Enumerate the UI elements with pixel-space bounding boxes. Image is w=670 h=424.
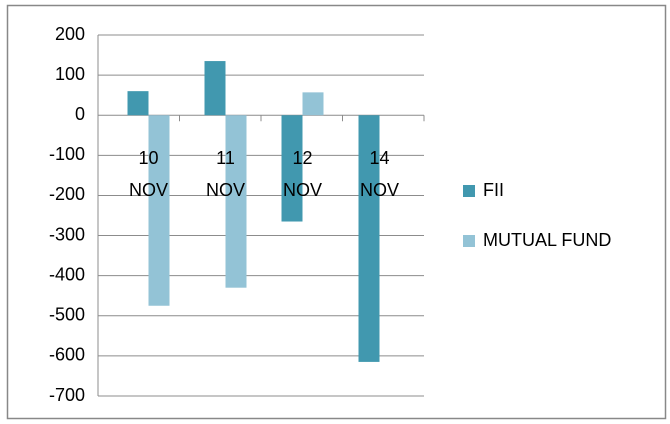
bar bbox=[302, 92, 324, 116]
x-tick-label: 10 NOV bbox=[128, 148, 168, 200]
y-tick-label: 0 bbox=[75, 104, 85, 124]
y-tick-label: 100 bbox=[55, 64, 85, 84]
y-tick-label: -500 bbox=[49, 305, 85, 325]
x-tick-label: 14 NOV bbox=[359, 148, 399, 200]
bar bbox=[358, 115, 380, 362]
x-tick-label: 12 NOV bbox=[282, 148, 322, 200]
y-tick-label: -600 bbox=[49, 345, 85, 365]
y-tick-label: -200 bbox=[49, 184, 85, 204]
bar bbox=[225, 115, 247, 288]
y-tick-label: -700 bbox=[49, 385, 85, 405]
legend-label: FII bbox=[483, 180, 504, 200]
y-tick-label: -300 bbox=[49, 224, 85, 244]
x-tick-label: 11 NOV bbox=[205, 148, 245, 200]
y-tick-label: 200 bbox=[55, 24, 85, 44]
y-tick-label: -100 bbox=[49, 144, 85, 164]
bar bbox=[127, 91, 149, 116]
bar bbox=[204, 61, 226, 116]
legend-swatch bbox=[463, 235, 475, 247]
bar bbox=[148, 115, 170, 306]
legend-swatch bbox=[463, 185, 475, 197]
y-tick-label: -400 bbox=[49, 264, 85, 284]
legend-label: MUTUAL FUND bbox=[483, 230, 611, 250]
bar bbox=[281, 115, 303, 222]
chart-border bbox=[6, 4, 667, 420]
